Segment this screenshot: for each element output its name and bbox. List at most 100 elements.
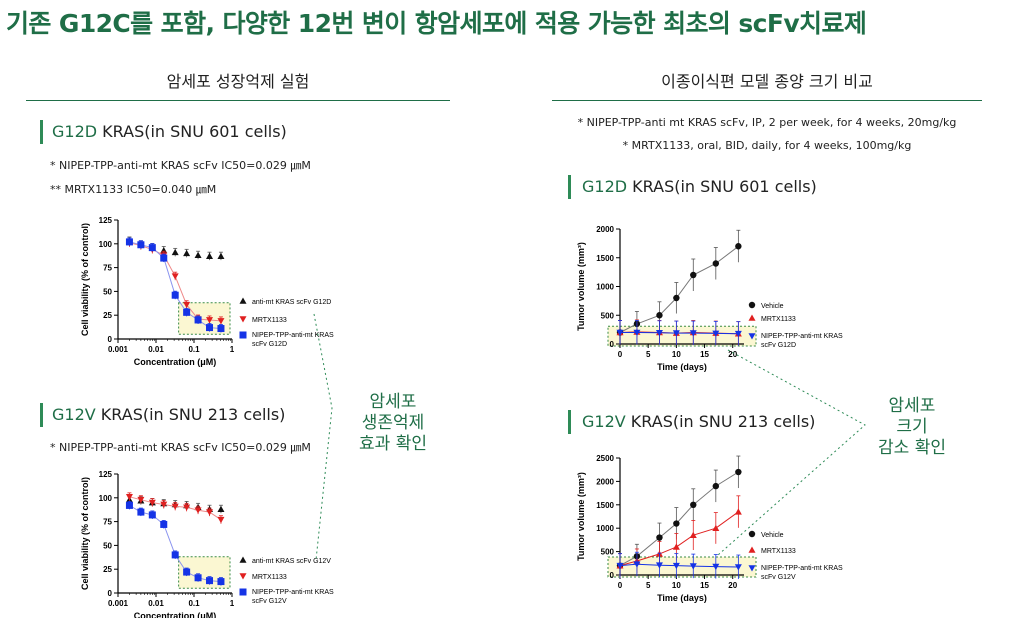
legend-label: Vehicle xyxy=(761,303,784,310)
x-tick-label: 15 xyxy=(700,350,709,359)
left-panel1-note-2: ** MRTX1133 IC50=0.040 ㎛M xyxy=(50,183,217,196)
legend-marker xyxy=(239,573,247,580)
legend-label: MRTX1133 xyxy=(761,548,796,555)
y-axis-label: Tumor volume (mm³) xyxy=(576,242,586,331)
right-callout-line-1: 암세포 xyxy=(888,396,936,416)
left-section-title: 암세포 성장억제 실험 xyxy=(166,72,310,91)
y-tick-label: 100 xyxy=(99,240,113,249)
data-point xyxy=(217,516,225,524)
chart-tumor-g12d: 0 500 1000 1500 2000 0 5 10 15 20 Time (days) Tumor… xyxy=(576,225,843,372)
data-point xyxy=(673,520,680,527)
data-point xyxy=(171,291,179,299)
x-tick-label: 5 xyxy=(646,350,651,359)
data-point xyxy=(217,325,225,333)
left-panel1-note-1: * NIPEP-TPP-anti-mt KRAS scFv IC50=0.029… xyxy=(50,159,311,172)
legend-marker xyxy=(239,297,247,304)
data-point xyxy=(689,330,697,337)
legend-label: Vehicle xyxy=(761,532,784,539)
x-tick-label: 0.001 xyxy=(108,599,129,608)
data-point xyxy=(160,254,168,262)
data-point xyxy=(734,330,742,338)
connector-right xyxy=(717,349,866,556)
x-tick-label: 15 xyxy=(700,581,709,590)
data-point xyxy=(655,562,663,569)
y-tick-label: 1500 xyxy=(596,501,614,510)
data-point xyxy=(672,543,680,550)
right-note-1: * NIPEP-TPP-anti mt KRAS scFv, IP, 2 per… xyxy=(577,116,957,129)
data-point xyxy=(183,308,191,316)
data-point xyxy=(160,501,168,508)
y-tick-label: 25 xyxy=(103,311,112,320)
legend-label: MRTX1133 xyxy=(252,317,287,324)
y-tick-label: 75 xyxy=(103,518,112,527)
data-point xyxy=(217,318,225,325)
data-point xyxy=(194,316,202,324)
legend-label: MRTX1133 xyxy=(252,574,287,581)
x-tick-label: 20 xyxy=(728,581,737,590)
data-point xyxy=(616,562,624,570)
data-point xyxy=(655,329,663,337)
left-panel2-rest: KRAS(in SNU 213 cells) xyxy=(95,405,286,424)
data-point xyxy=(734,564,742,571)
data-point xyxy=(735,468,742,476)
x-tick-label: 0.01 xyxy=(148,345,164,354)
legend-label: scFv G12D xyxy=(761,342,796,349)
legend-label: NIPEP-TPP-anti-mt KRAS xyxy=(252,589,334,596)
y-tick-label: 125 xyxy=(99,470,113,479)
y-tick-label: 25 xyxy=(103,565,112,574)
data-point xyxy=(673,294,680,302)
data-point xyxy=(735,243,742,250)
x-tick-label: 20 xyxy=(728,350,737,359)
legend-marker xyxy=(748,301,756,309)
y-tick-label: 0 xyxy=(610,571,615,580)
data-point xyxy=(206,317,214,324)
data-point xyxy=(171,503,179,510)
x-tick-label: 1 xyxy=(230,345,235,354)
x-tick-label: 0.01 xyxy=(148,599,164,608)
left-panel1-marker xyxy=(40,120,43,144)
legend-label: scFv G12V xyxy=(761,574,796,581)
left-callout-line-1: 암세포 xyxy=(369,392,417,412)
left-callout-line-3: 효과 확인 xyxy=(359,434,427,454)
left-callout-line-2: 생존억제 xyxy=(361,413,425,433)
x-axis-label: Concentration (μM) xyxy=(134,611,217,618)
y-tick-label: 125 xyxy=(99,216,113,225)
right-panel2-title: G12V KRAS(in SNU 213 cells) xyxy=(582,412,815,431)
x-axis-label: Time (days) xyxy=(657,593,707,603)
data-point xyxy=(672,562,680,570)
x-tick-label: 5 xyxy=(646,581,651,590)
data-point xyxy=(194,507,202,514)
right-panel1-mutation: G12D xyxy=(582,177,628,196)
data-point xyxy=(712,524,720,531)
data-point xyxy=(690,501,697,508)
y-tick-label: 1000 xyxy=(596,283,614,292)
right-note-2: * MRTX1133, oral, BID, daily, for 4 week… xyxy=(622,139,912,152)
left-panel1-rest: KRAS(in SNU 601 cells) xyxy=(97,122,287,141)
data-point xyxy=(183,504,191,511)
right-callout: 암세포 크기 감소 확인 xyxy=(862,396,962,459)
right-panel1-rest: KRAS(in SNU 601 cells) xyxy=(627,177,817,196)
left-panel2-mutation: G12V xyxy=(52,405,96,424)
right-section-rule xyxy=(552,100,982,101)
left-callout: 암세포 생존억제 효과 확인 xyxy=(348,392,438,455)
data-point xyxy=(712,330,720,337)
data-point xyxy=(656,312,663,319)
highlight-box xyxy=(607,556,757,578)
chart-tumor-g12v: 0 500 1000 1500 2000 2500 0 5 10 15 20 Time (days) T… xyxy=(576,454,843,603)
right-callout-line-2: 크기 xyxy=(896,417,928,437)
y-axis-label: Tumor volume (mm³) xyxy=(576,472,586,561)
data-point xyxy=(712,260,720,267)
y-tick-label: 50 xyxy=(103,541,112,550)
x-tick-label: 0.1 xyxy=(188,345,200,354)
y-tick-label: 0 xyxy=(108,335,113,344)
data-point xyxy=(217,578,225,586)
y-tick-label: 500 xyxy=(601,548,615,557)
data-point xyxy=(689,531,697,539)
x-axis-label: Concentration (μM) xyxy=(134,357,217,367)
x-tick-label: 1 xyxy=(230,599,235,608)
data-point xyxy=(616,329,624,336)
legend-marker xyxy=(748,314,756,321)
data-point xyxy=(194,574,202,582)
right-section-title: 이종이식편 모델 종양 크기 비교 xyxy=(661,72,873,91)
data-point xyxy=(734,508,742,515)
